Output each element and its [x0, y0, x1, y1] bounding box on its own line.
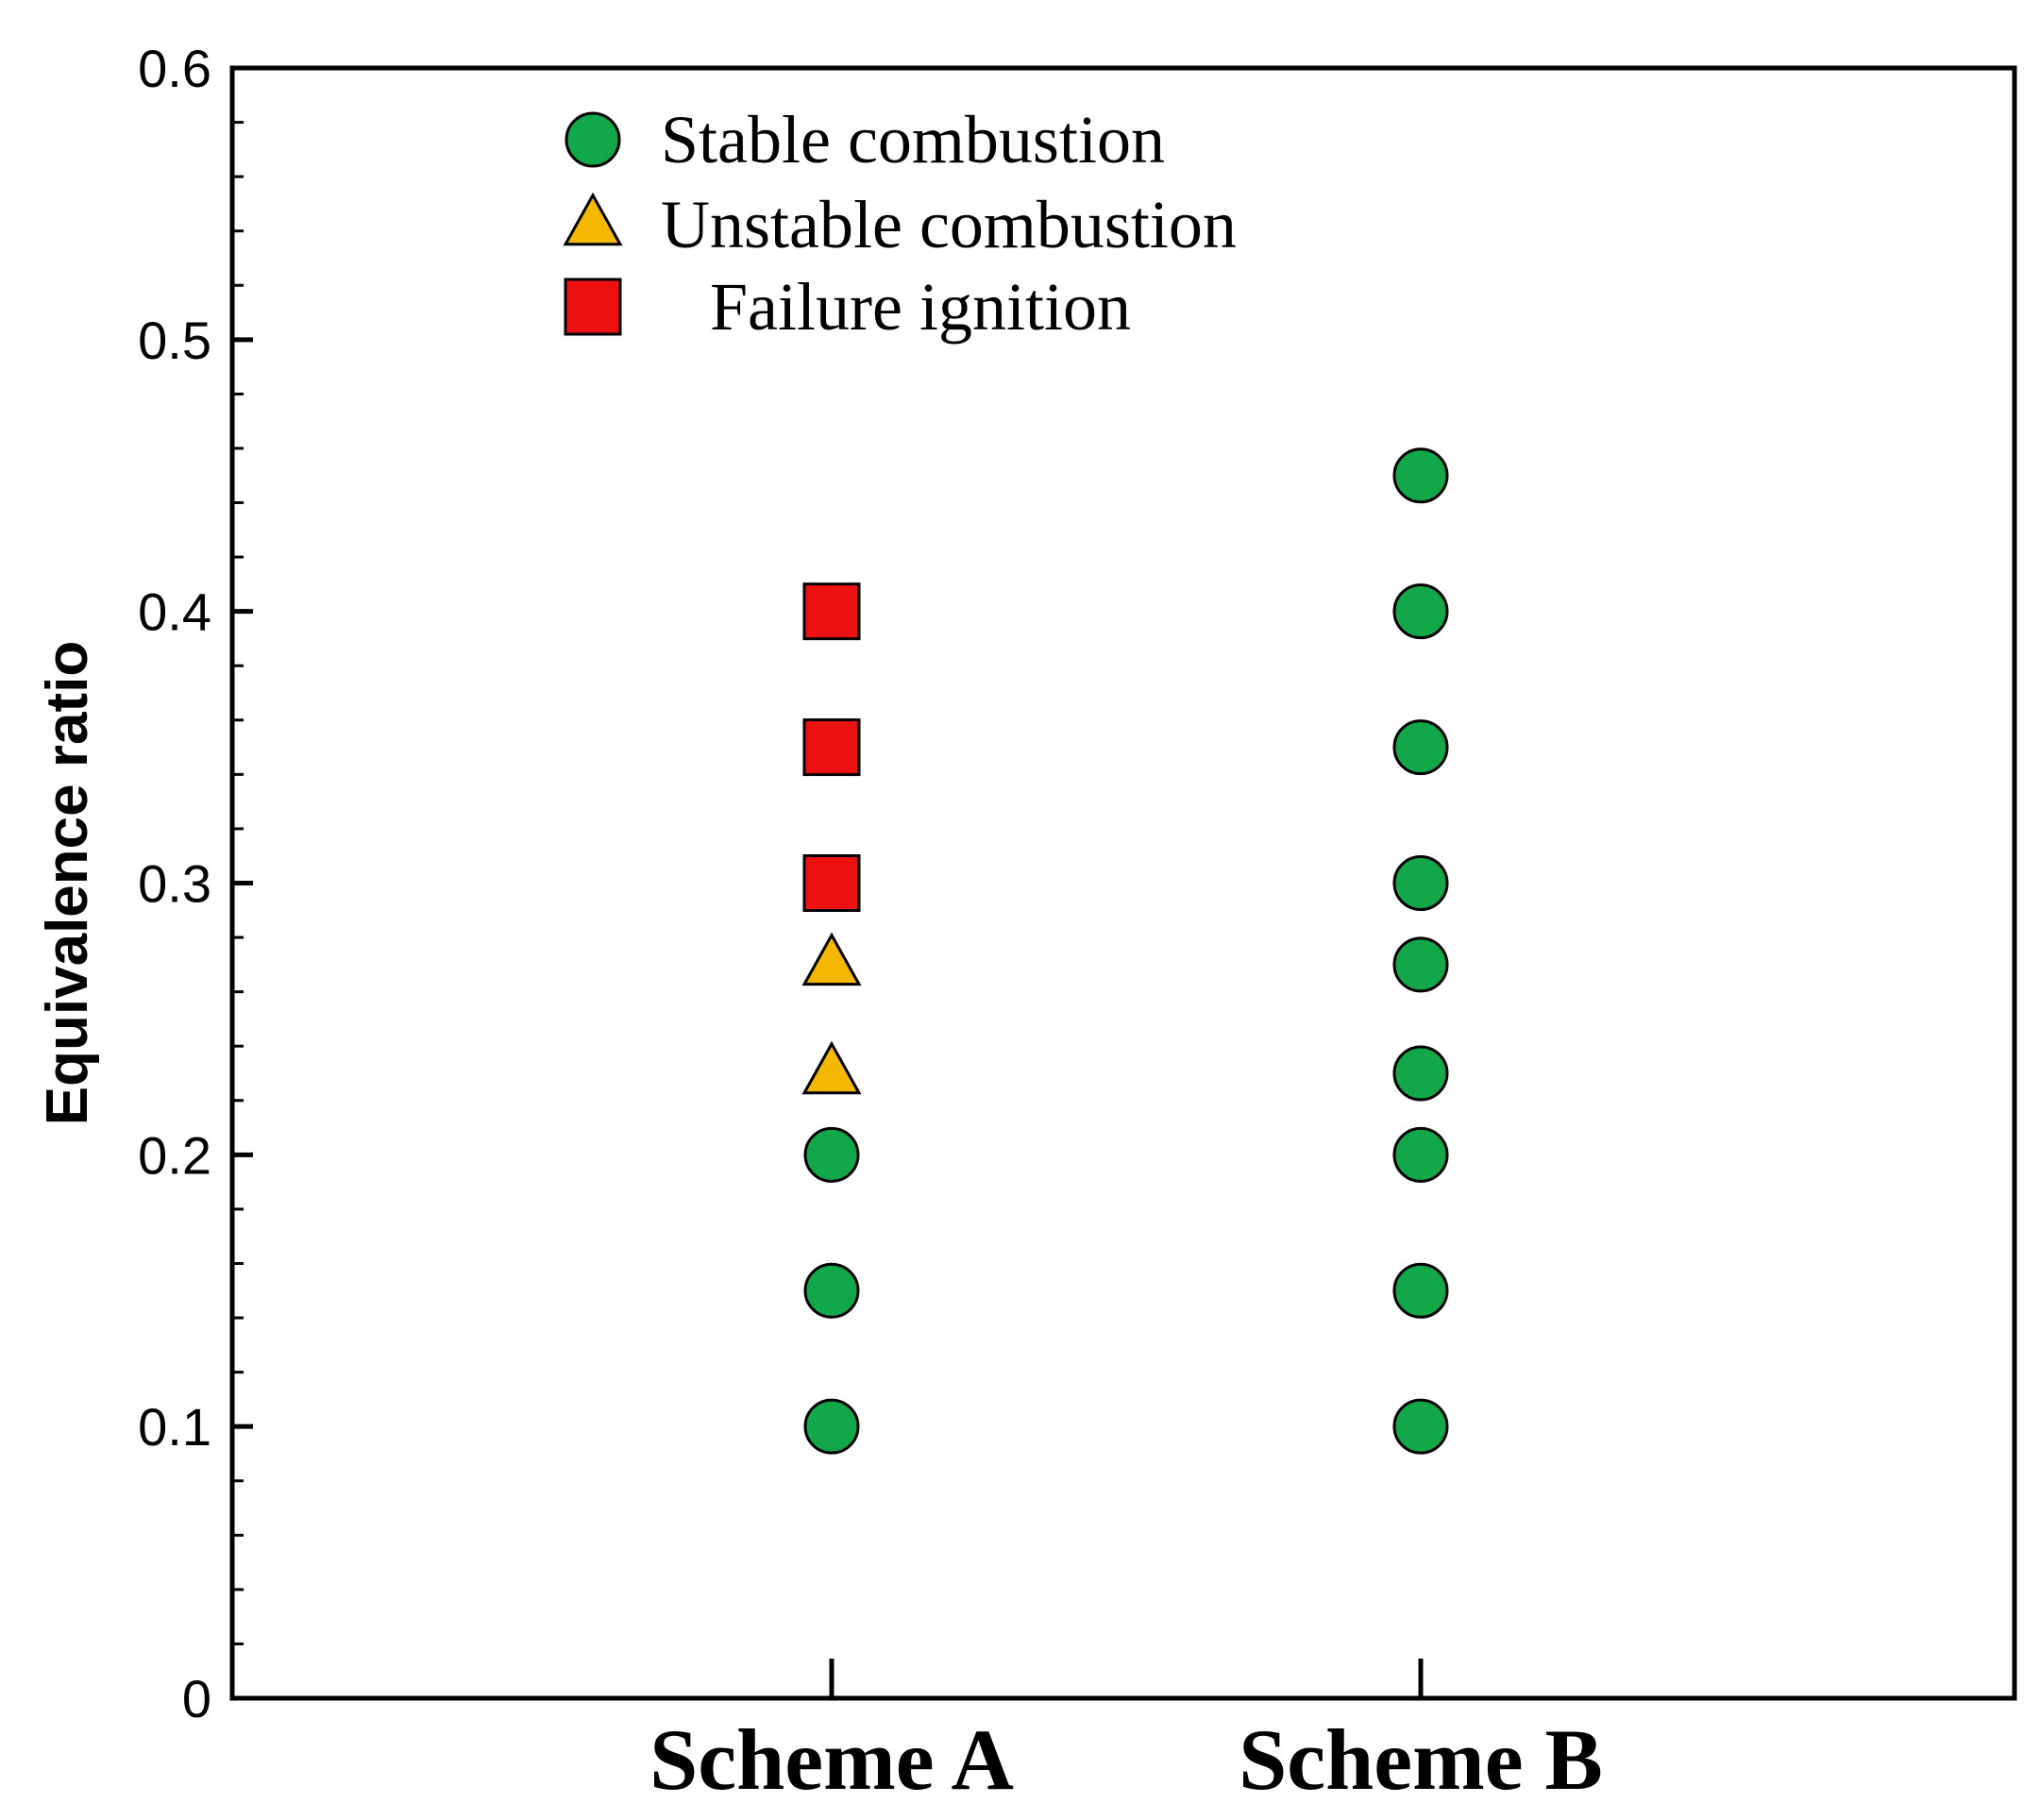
y-axis-title: Equivalence ratio	[35, 641, 100, 1125]
marks-layer	[801, 447, 1449, 1455]
data-point-stable	[1392, 936, 1449, 993]
x-category-label: Scheme B	[1239, 1711, 1603, 1808]
y-tick-label: 0.4	[138, 582, 211, 642]
legend-item-stable: Stable combustion	[565, 102, 1165, 177]
y-tick-label: 0.1	[138, 1397, 211, 1457]
legend-marker-unstable	[563, 192, 623, 246]
data-point-stable	[1392, 583, 1449, 640]
data-point-stable	[1392, 447, 1449, 504]
data-point-failure	[802, 718, 861, 777]
legend-item-failure: Failure ignition	[564, 269, 1131, 345]
legend-marker-failure	[564, 278, 622, 336]
y-tick-label: 0	[182, 1669, 211, 1728]
data-point-unstable	[801, 1040, 862, 1095]
data-point-stable	[1392, 719, 1449, 776]
data-point-stable	[803, 1398, 860, 1455]
legend-label: Stable combustion	[661, 102, 1165, 177]
x-category-label: Scheme A	[649, 1711, 1014, 1808]
data-point-unstable	[801, 932, 862, 986]
data-point-stable	[803, 1262, 860, 1319]
data-point-stable	[1392, 1398, 1449, 1455]
data-point-stable	[1392, 855, 1449, 911]
legend: Stable combustion Unstable combustionFail…	[563, 102, 1237, 345]
data-point-stable	[1392, 1045, 1449, 1102]
data-point-failure	[802, 582, 861, 641]
y-tick-label: 0.5	[138, 311, 211, 370]
data-point-stable	[803, 1126, 860, 1183]
series-failure	[802, 582, 861, 912]
y-tick-label: 0.3	[138, 854, 211, 914]
legend-label: Unstable combustion	[661, 187, 1237, 262]
legend-marker-stable	[565, 111, 621, 168]
series-stable	[803, 447, 1449, 1455]
legend-item-unstable: Unstable combustion	[563, 187, 1237, 262]
data-point-failure	[802, 854, 861, 912]
series-unstable	[801, 932, 862, 1095]
y-tick-label: 0.2	[138, 1125, 211, 1185]
axes-layer: 0 0.1 0.2 0.3 0.4 0.5 0.6 Equivalence ratio Sche…	[35, 39, 2017, 1808]
data-point-stable	[1392, 1262, 1449, 1319]
data-point-stable	[1392, 1126, 1449, 1183]
y-tick-label: 0.6	[138, 39, 211, 98]
legend-label: Failure ignition	[710, 269, 1131, 345]
